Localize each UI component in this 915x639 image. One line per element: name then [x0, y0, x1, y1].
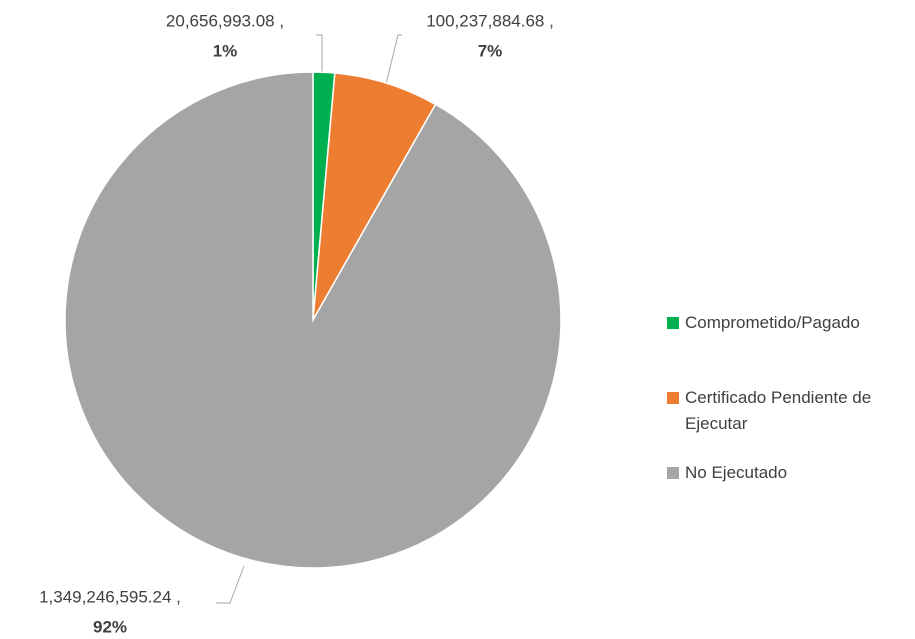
legend-label: Certificado Pendiente de Ejecutar: [685, 388, 872, 433]
percent-label: 1%: [213, 41, 238, 60]
leader-line: [316, 34, 323, 72]
percent-label: 92%: [93, 617, 127, 636]
leader-line: [384, 34, 402, 89]
leader-line: [216, 565, 245, 604]
pie-slice: [64, 71, 562, 569]
data-label: 20,656,993.08 ,: [166, 11, 284, 30]
legend-swatch: [667, 317, 679, 329]
data-label: 1,349,246,595.24 ,: [39, 587, 181, 606]
legend-swatch: [667, 392, 679, 404]
data-label: 100,237,884.68 ,: [426, 11, 554, 30]
leader-lines: [216, 34, 402, 604]
percent-label: 7%: [478, 41, 503, 60]
legend-label: Comprometido/Pagado: [685, 313, 860, 332]
pie-slice: [312, 72, 437, 321]
legend-swatch: [667, 467, 679, 479]
legend-label: No Ejecutado: [685, 463, 788, 482]
